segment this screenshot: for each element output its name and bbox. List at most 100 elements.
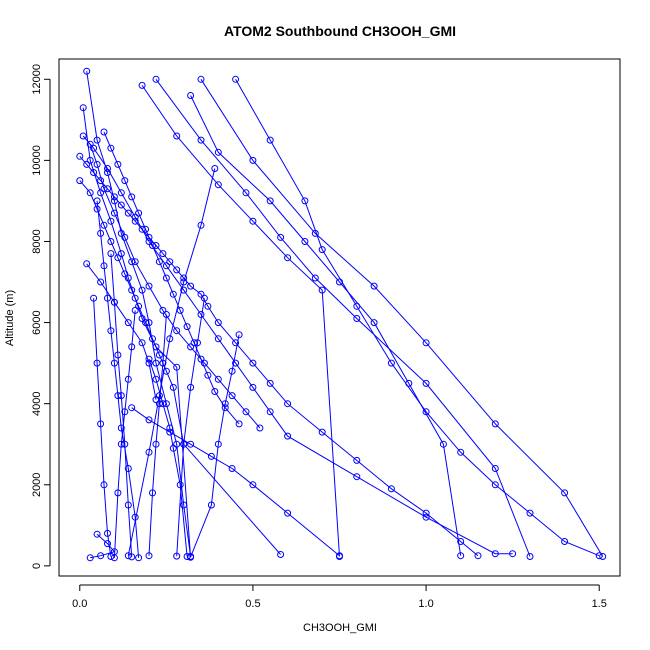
data-point <box>86 156 94 164</box>
data-point <box>162 262 170 270</box>
data-point <box>197 221 205 229</box>
data-point <box>110 298 118 306</box>
x-tick-label: 0.5 <box>245 598 260 610</box>
data-point <box>138 81 146 89</box>
data-point <box>128 553 136 561</box>
series-line-4 <box>235 79 600 557</box>
data-point <box>128 193 136 201</box>
data-point <box>169 290 177 298</box>
data-point <box>86 189 94 197</box>
data-point <box>561 489 569 497</box>
data-point <box>277 551 285 558</box>
data-point <box>104 165 111 172</box>
data-point <box>124 209 132 217</box>
data-point <box>187 553 195 561</box>
data-point <box>117 189 125 197</box>
data-point <box>110 209 118 217</box>
data-point <box>100 481 108 489</box>
series-line-3 <box>82 135 513 555</box>
data-point <box>114 392 122 400</box>
data-point <box>97 177 105 185</box>
data-point <box>173 363 181 371</box>
data-point <box>221 400 229 408</box>
data-point <box>159 400 167 408</box>
data-point <box>97 229 105 237</box>
data-point <box>152 242 160 249</box>
data-point <box>128 404 136 412</box>
data-point <box>107 238 115 245</box>
data-point <box>121 177 129 185</box>
series-line-16 <box>113 310 136 558</box>
data-point <box>110 193 118 201</box>
data-point <box>439 440 447 448</box>
data-point <box>266 197 274 205</box>
data-point <box>107 327 115 335</box>
data-point <box>86 140 94 148</box>
data-point <box>180 286 188 294</box>
data-point <box>107 553 115 560</box>
data-point <box>187 440 195 448</box>
data-point <box>214 181 222 189</box>
data-point <box>173 132 181 140</box>
data-point <box>599 553 607 560</box>
data-point <box>90 144 98 152</box>
data-point <box>318 428 326 436</box>
data-point <box>121 408 129 416</box>
data-point <box>93 205 101 213</box>
data-point <box>135 554 143 562</box>
data-point <box>169 383 177 391</box>
data-point <box>114 351 122 359</box>
data-point <box>491 465 499 472</box>
data-point <box>128 286 136 294</box>
x-tick-label: 1.0 <box>418 598 433 610</box>
data-point <box>474 552 482 560</box>
data-point <box>114 489 122 497</box>
data-point <box>457 448 465 456</box>
data-point <box>228 367 236 375</box>
data-point <box>152 440 160 448</box>
data-point <box>370 282 378 290</box>
data-point <box>422 379 430 387</box>
data-point <box>121 270 129 278</box>
data-point <box>131 513 139 521</box>
data-point <box>114 160 122 168</box>
x-tick-label: 0.0 <box>72 598 87 610</box>
data-point <box>145 355 153 363</box>
data-point <box>249 481 257 489</box>
data-point <box>180 278 188 286</box>
series-line-2 <box>82 107 192 558</box>
data-point <box>104 185 111 193</box>
data-point <box>100 262 108 270</box>
data-point <box>152 343 160 351</box>
series-line-8 <box>190 95 462 556</box>
y-tick-label: 8000 <box>31 229 43 253</box>
data-point <box>104 529 111 537</box>
data-point <box>117 201 125 209</box>
data-point <box>100 221 108 229</box>
data-point <box>311 229 319 237</box>
data-point <box>79 104 87 112</box>
data-point <box>131 258 139 266</box>
data-point <box>107 144 115 152</box>
data-point <box>159 359 167 367</box>
data-point <box>131 294 139 302</box>
data-point <box>145 282 153 290</box>
data-point <box>266 136 274 144</box>
data-point <box>169 444 177 452</box>
data-point <box>228 392 236 400</box>
data-point <box>353 456 361 464</box>
data-point <box>159 250 167 258</box>
data-point <box>124 375 132 383</box>
data-point <box>114 254 122 262</box>
data-point <box>152 375 160 383</box>
data-point <box>152 75 160 83</box>
data-point <box>162 274 170 282</box>
data-point <box>187 383 195 391</box>
data-point <box>131 306 139 314</box>
data-point <box>405 379 413 387</box>
data-point <box>173 327 181 335</box>
data-point <box>93 160 101 168</box>
data-point <box>214 148 222 156</box>
y-axis-label: Altitude (m) <box>4 290 16 346</box>
